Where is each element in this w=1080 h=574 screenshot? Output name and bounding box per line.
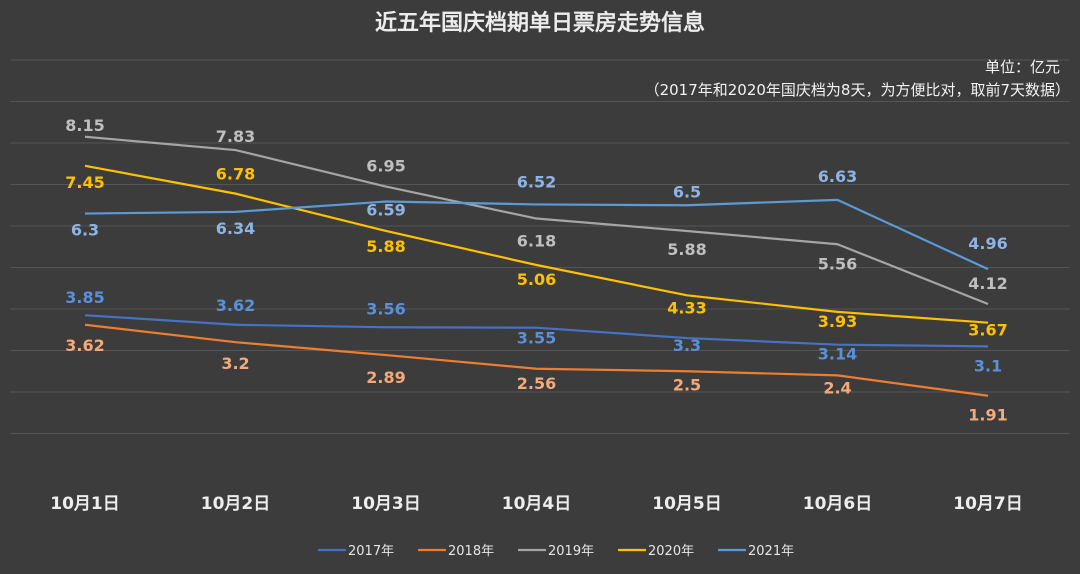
data-label: 4.96 (968, 234, 1007, 253)
data-label: 4.12 (968, 274, 1007, 293)
data-label: 6.59 (366, 201, 405, 220)
unit-note: 单位：亿元 (985, 58, 1060, 76)
series-line (84, 198, 989, 271)
data-label: 6.78 (216, 165, 255, 184)
data-label: 6.63 (818, 167, 857, 186)
x-tick-label: 10月4日 (502, 494, 572, 514)
data-label: 2.56 (517, 374, 556, 393)
data-label: 6.95 (366, 157, 405, 176)
data-label: 3.1 (974, 356, 1002, 375)
data-label: 6.34 (216, 219, 255, 238)
x-tick-label: 10月6日 (803, 494, 873, 514)
data-label: 4.33 (667, 298, 706, 317)
legend-label: 2018年 (448, 544, 494, 559)
data-label: 2.89 (366, 368, 405, 387)
data-label: 3.67 (968, 321, 1007, 340)
legend-label: 2017年 (348, 544, 394, 559)
series-lines (84, 135, 989, 397)
series-line (84, 164, 989, 324)
series-line (84, 323, 989, 397)
legend-label: 2020年 (648, 544, 694, 559)
legend: 2017年 2018年 2019年 2020年 2021年 (318, 544, 794, 559)
data-label: 5.06 (517, 270, 556, 289)
x-tick-label: 10月7日 (953, 494, 1023, 514)
data-label: 6.5 (673, 182, 701, 201)
data-label: 3.62 (216, 296, 255, 315)
data-label: 6.3 (71, 221, 99, 240)
data-label: 6.52 (517, 172, 556, 191)
legend-label: 2021年 (748, 544, 794, 559)
data-label: 5.88 (366, 237, 405, 256)
data-label: 3.85 (65, 288, 104, 307)
legend-label: 2019年 (548, 544, 594, 559)
footnote: （2017年和2020年国庆档为8天，为方便比对，取前7天数据） (645, 81, 1070, 99)
data-label: 1.91 (968, 406, 1007, 425)
data-label: 3.93 (818, 312, 857, 331)
x-tick-label: 10月3日 (351, 494, 421, 514)
data-label: 8.15 (65, 116, 104, 135)
data-label: 2.5 (673, 375, 701, 394)
data-label: 7.45 (65, 173, 104, 192)
series-line (84, 314, 989, 348)
data-label: 2.4 (823, 378, 851, 397)
data-label: 3.55 (517, 329, 556, 348)
data-label: 5.88 (667, 240, 706, 259)
data-label: 7.83 (216, 127, 255, 146)
chart-title: 近五年国庆档期单日票房走势信息 (375, 10, 705, 36)
x-tick-label: 10月1日 (50, 494, 120, 514)
x-tick-label: 10月2日 (201, 494, 271, 514)
data-labels: 3.85 3.62 3.56 3.55 3.3 3.14 3.1 3.62 3.2 2.89 2.5… (65, 116, 1007, 425)
data-label: 5.56 (818, 254, 857, 273)
series-line (84, 135, 989, 306)
x-tick-label: 10月5日 (652, 494, 722, 514)
data-label: 3.62 (65, 336, 104, 355)
data-label: 3.56 (366, 299, 405, 318)
data-label: 3.3 (673, 336, 701, 355)
data-label: 3.2 (221, 354, 249, 373)
x-axis: 10月1日 10月2日 10月3日 10月4日 10月5日 10月6日 10月7日 (50, 494, 1023, 514)
data-label: 3.14 (818, 345, 857, 364)
data-label: 6.18 (517, 232, 556, 251)
